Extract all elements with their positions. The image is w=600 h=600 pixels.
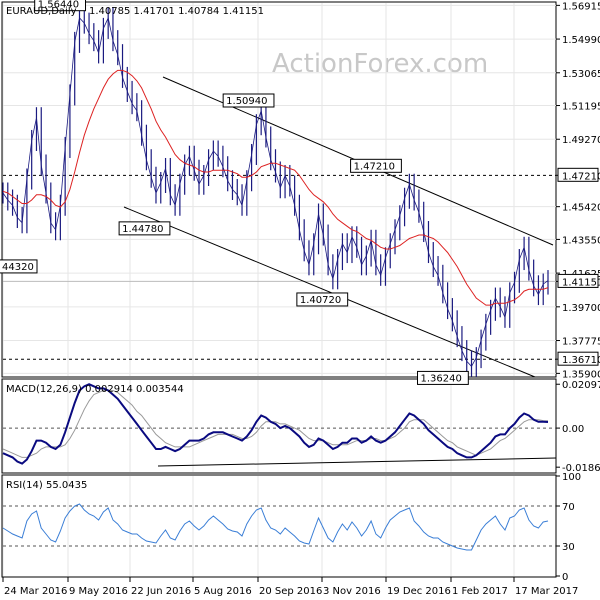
swing-label: 1.56440 [38,0,79,11]
watermark: ActionForex.com [272,49,488,79]
swing-label-box [350,158,402,173]
price-y-tick-label: 1.54990 [562,35,600,46]
x-axis-tick-label: 24 Mar 2016 [4,586,67,597]
price-y-tick-label: 1.43550 [562,235,600,246]
rsi-header: RSI(14) 55.0435 [6,480,87,491]
swing-label-box [417,370,469,385]
price-y-tick-label: 1.41151 [562,277,600,288]
macd-line [2,383,549,465]
price-y-tick-label: 1.47210 [562,171,600,182]
rsi-y-tick-label: 70 [562,502,575,513]
macd-y-tick-label: -0.018694 [562,463,600,474]
macd-signal-line [2,390,549,458]
swing-label: 1.47210 [354,161,395,172]
macd-y-tick-label: 0.020975 [562,380,600,391]
swing-label: 44320 [2,262,34,273]
price-y-tick-label: 1.51195 [562,102,600,113]
x-axis-tick-label: 5 Aug 2016 [194,586,252,597]
macd-panel-frame [1,378,557,474]
rsi-y-tick-label: 0 [562,572,568,583]
price-y-tick-label: 1.45420 [562,203,600,214]
swing-label-box [0,259,38,274]
rsi-y-tick-label: 100 [562,472,581,483]
x-axis-tick-label: 17 Mar 2017 [515,586,578,597]
price-line [2,16,549,368]
price-y-tick-label: 1.53065 [562,69,600,80]
macd-header: MACD(12,26,9) 0.002914 0.003544 [6,384,184,395]
rsi-panel-frame [1,474,557,578]
macd-y-tick-label: 0.00 [562,424,584,435]
x-axis-tick-label: 1 Feb 2017 [452,586,508,597]
swing-label: 1.50940 [226,96,267,107]
swing-label-box [34,0,87,12]
rsi-line [2,503,549,551]
swing-label-box [222,93,275,108]
price-y-tick-label: 1.49270 [562,135,600,146]
x-axis-tick-label: 9 May 2016 [69,586,128,597]
price-y-tick-label: 1.35900 [562,369,600,380]
x-axis-tick-label: 22 Jun 2016 [131,586,191,597]
swing-label-box [118,221,171,236]
price-current-box [557,273,599,288]
price-level-box [557,351,599,366]
price-header-symbol: EURAUD,Daily [6,6,77,17]
price-y-tick-label: 1.36710 [562,355,600,366]
annotation-layer: 1.56440 1.50940 1.44780 44320 1.40720 1.47210… [0,0,469,385]
moving-average-line [2,69,549,306]
x-axis-tick-label: 20 Sep 2016 [259,586,322,597]
price-y-tick-label: 1.56915 [562,1,600,12]
x-axis-tick-label: 19 Dec 2016 [387,586,451,597]
swing-label: 1.44780 [122,224,163,235]
macd-trend-line [157,457,557,467]
price-y-tick-label: 1.39700 [562,303,600,314]
x-axis-tick-label: 3 Nov 2016 [323,586,381,597]
series-layer [2,7,549,551]
swing-label-box [296,292,349,307]
rsi-y-tick-label: 30 [562,542,575,553]
price-header-ohlc: 1.40785 1.41701 1.40784 1.41151 [89,6,264,17]
price-level-box [557,167,599,182]
swing-label: 1.40720 [300,295,341,306]
price-y-tick-label: 1.37775 [562,337,600,348]
swing-label: 1.36240 [421,373,462,384]
price-panel-frame [1,1,557,378]
